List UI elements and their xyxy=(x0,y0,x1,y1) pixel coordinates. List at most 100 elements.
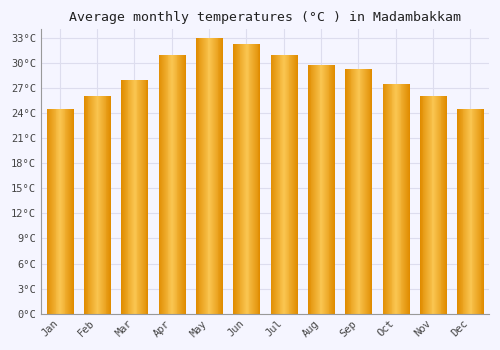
Bar xyxy=(197,38,198,314)
Bar xyxy=(163,55,164,314)
Bar xyxy=(385,84,386,314)
Bar xyxy=(394,84,396,314)
Bar xyxy=(123,79,124,314)
Bar xyxy=(408,84,409,314)
Bar xyxy=(358,69,359,314)
Bar xyxy=(104,96,106,314)
Bar xyxy=(130,79,132,314)
Bar xyxy=(398,84,399,314)
Bar xyxy=(424,96,426,314)
Bar xyxy=(285,55,286,314)
Bar xyxy=(222,38,223,314)
Bar xyxy=(367,69,368,314)
Bar xyxy=(205,38,206,314)
Bar xyxy=(318,64,319,314)
Bar xyxy=(90,96,92,314)
Bar xyxy=(56,109,58,314)
Bar xyxy=(110,96,111,314)
Bar xyxy=(204,38,205,314)
Bar xyxy=(203,38,204,314)
Bar xyxy=(181,55,182,314)
Bar xyxy=(243,44,244,314)
Bar xyxy=(126,79,128,314)
Bar xyxy=(439,96,440,314)
Bar xyxy=(166,55,167,314)
Bar xyxy=(272,55,274,314)
Bar xyxy=(256,44,257,314)
Bar xyxy=(121,79,122,314)
Bar xyxy=(244,44,245,314)
Bar xyxy=(63,109,64,314)
Bar xyxy=(138,79,140,314)
Bar xyxy=(275,55,276,314)
Bar xyxy=(459,109,460,314)
Bar xyxy=(382,84,384,314)
Bar xyxy=(354,69,355,314)
Bar xyxy=(171,55,172,314)
Bar xyxy=(330,64,332,314)
Bar xyxy=(62,109,63,314)
Bar xyxy=(326,64,327,314)
Bar xyxy=(196,38,197,314)
Bar xyxy=(470,109,471,314)
Bar xyxy=(295,55,296,314)
Bar xyxy=(478,109,479,314)
Bar xyxy=(132,79,133,314)
Bar xyxy=(236,44,237,314)
Bar xyxy=(248,44,250,314)
Bar xyxy=(221,38,222,314)
Bar xyxy=(286,55,287,314)
Bar xyxy=(435,96,436,314)
Bar xyxy=(437,96,438,314)
Bar xyxy=(357,69,358,314)
Bar xyxy=(390,84,391,314)
Bar xyxy=(216,38,218,314)
Bar xyxy=(50,109,51,314)
Bar xyxy=(296,55,298,314)
Bar xyxy=(251,44,252,314)
Bar xyxy=(334,64,335,314)
Bar xyxy=(51,109,52,314)
Bar xyxy=(464,109,466,314)
Bar xyxy=(323,64,324,314)
Bar xyxy=(246,44,248,314)
Bar xyxy=(327,64,328,314)
Bar xyxy=(136,79,138,314)
Bar xyxy=(102,96,103,314)
Bar xyxy=(356,69,357,314)
Bar xyxy=(404,84,405,314)
Bar xyxy=(365,69,366,314)
Bar xyxy=(477,109,478,314)
Bar xyxy=(325,64,326,314)
Bar xyxy=(286,55,288,314)
Bar xyxy=(407,84,408,314)
Bar xyxy=(213,38,214,314)
Bar xyxy=(255,44,256,314)
Bar xyxy=(253,44,254,314)
Bar xyxy=(237,44,238,314)
Bar xyxy=(282,55,284,314)
Bar xyxy=(430,96,431,314)
Bar xyxy=(104,96,105,314)
Bar xyxy=(398,84,400,314)
Bar xyxy=(85,96,86,314)
Bar xyxy=(101,96,102,314)
Bar xyxy=(125,79,126,314)
Bar xyxy=(345,69,346,314)
Bar xyxy=(252,44,253,314)
Bar xyxy=(218,38,220,314)
Bar xyxy=(71,109,72,314)
Bar xyxy=(468,109,469,314)
Bar xyxy=(278,55,279,314)
Bar xyxy=(84,96,85,314)
Bar xyxy=(446,96,447,314)
Bar xyxy=(350,69,352,314)
Bar xyxy=(420,96,421,314)
Bar xyxy=(86,96,87,314)
Bar xyxy=(126,79,127,314)
Bar xyxy=(134,79,135,314)
Bar xyxy=(68,109,70,314)
Bar xyxy=(99,96,100,314)
Bar xyxy=(396,84,397,314)
Bar xyxy=(333,64,334,314)
